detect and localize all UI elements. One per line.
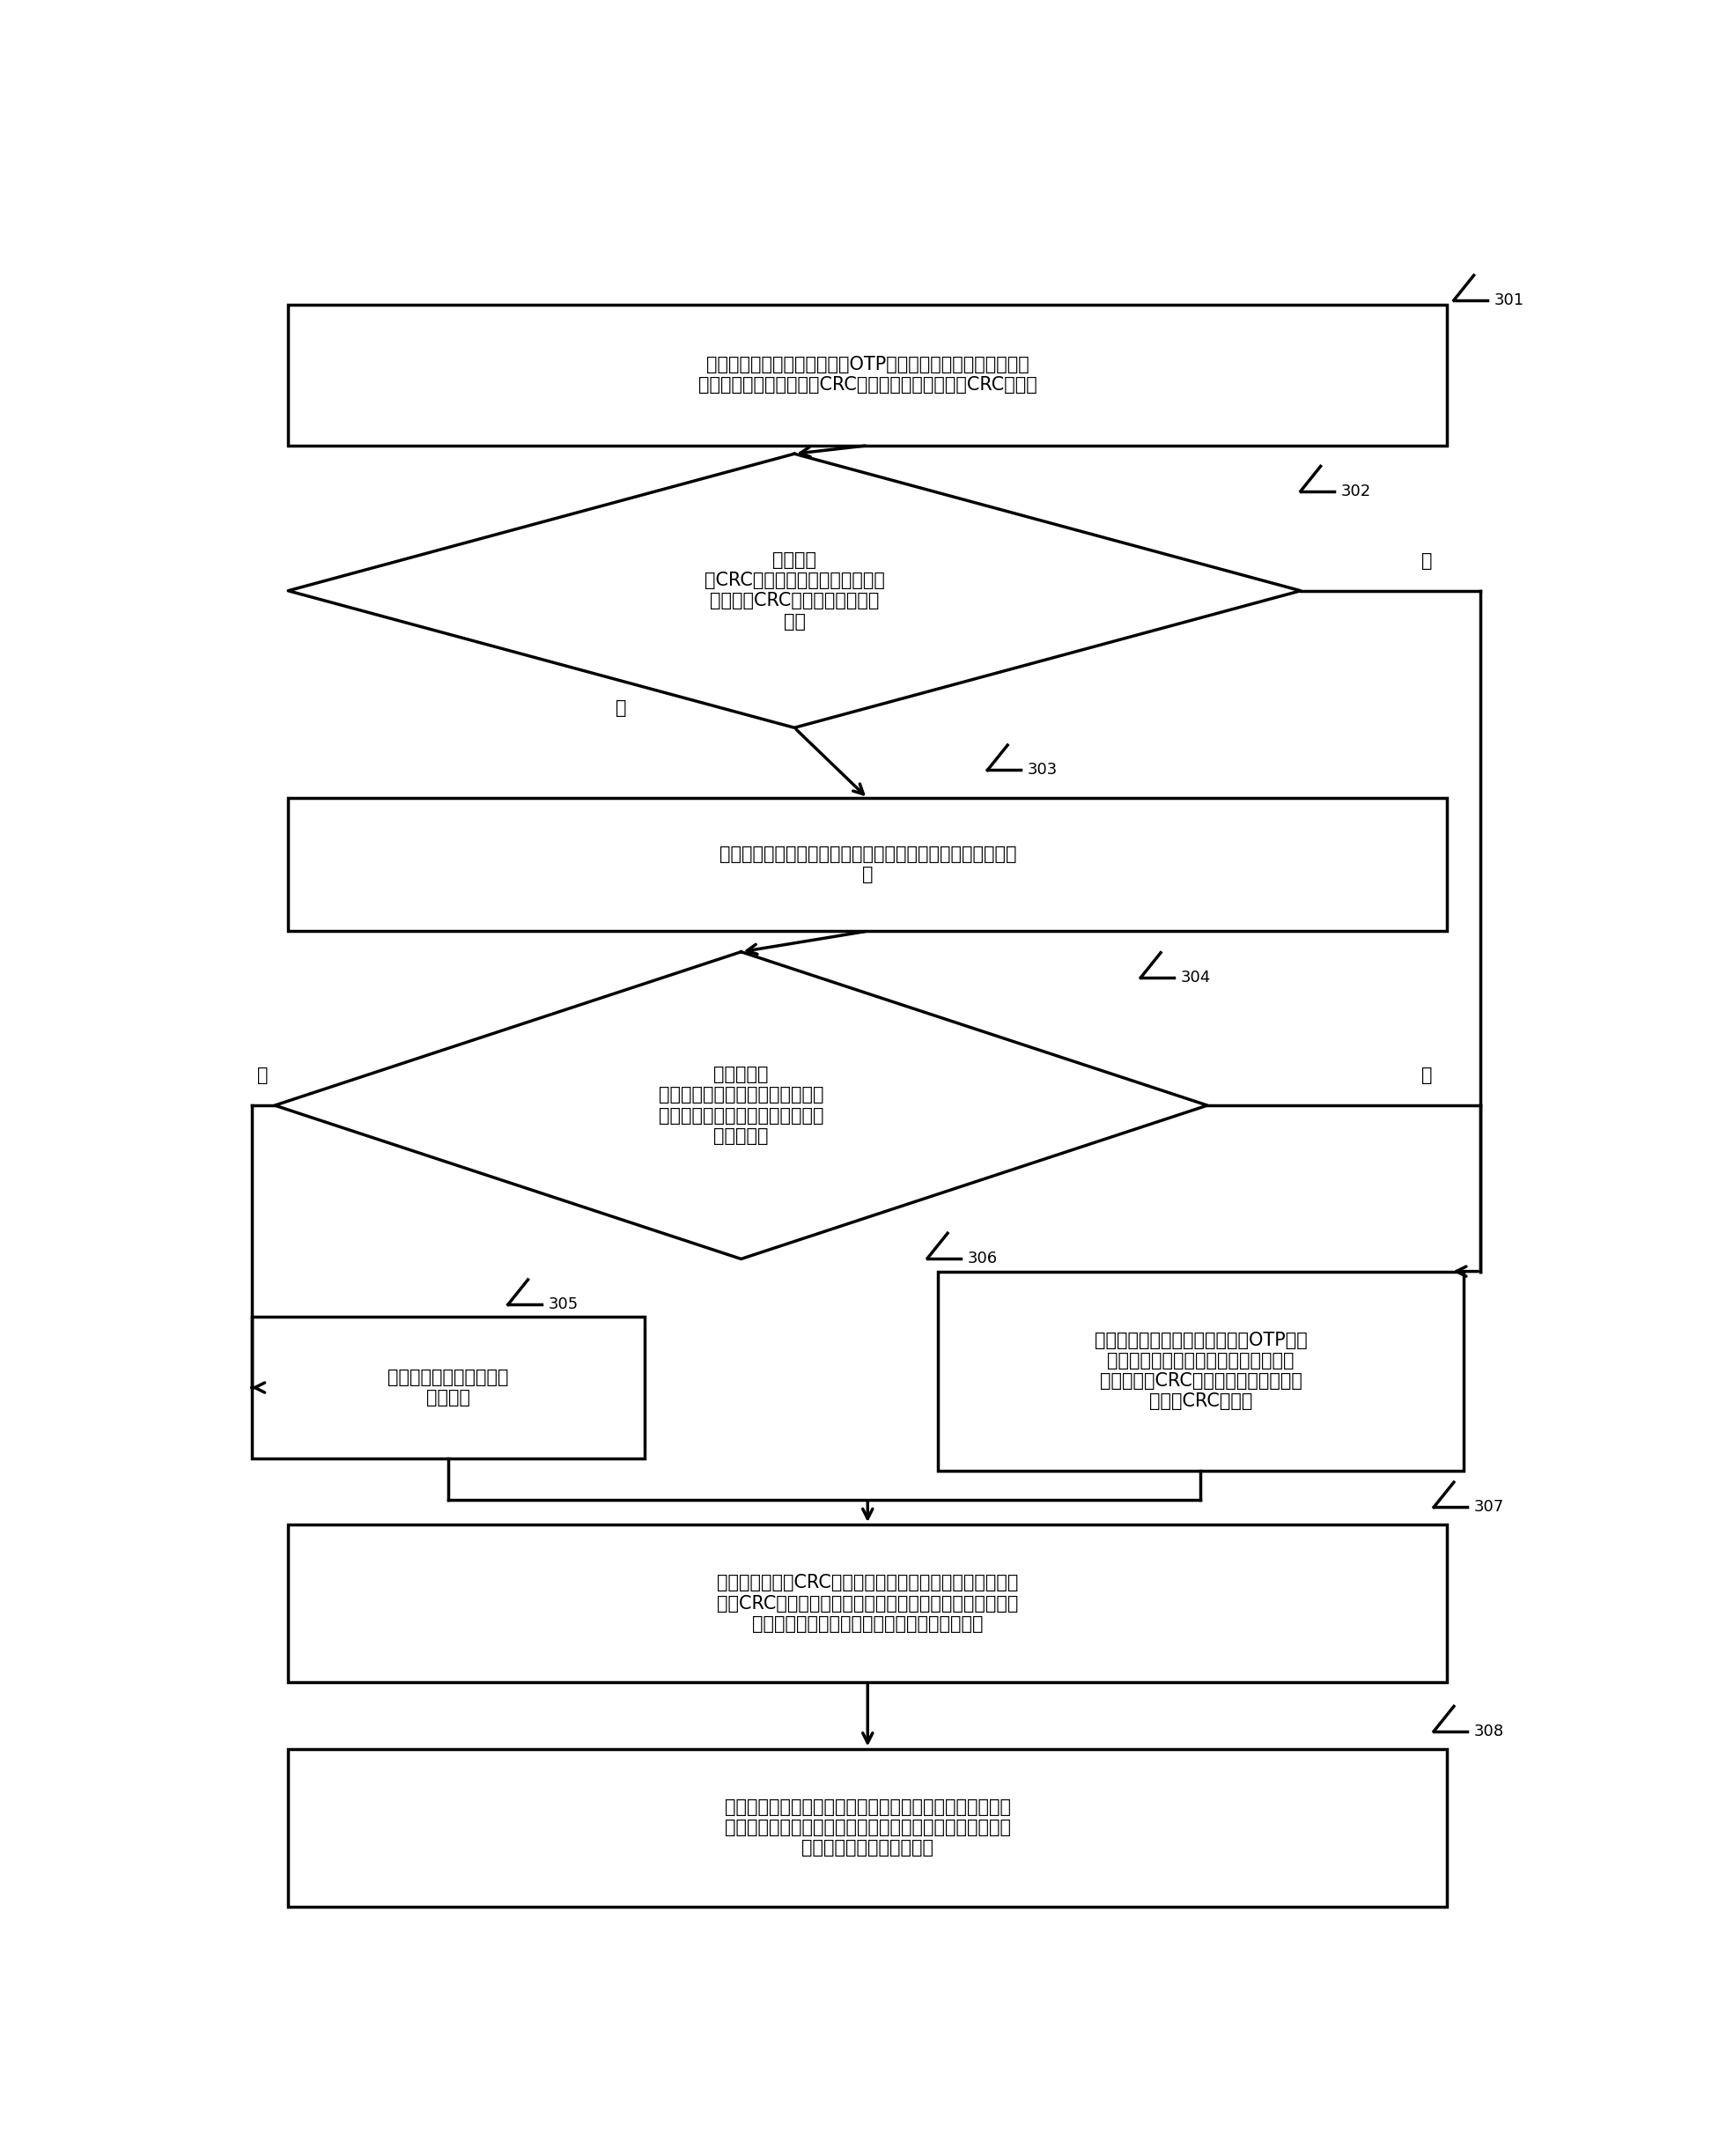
Text: 306: 306 [968,1250,997,1266]
Text: 304: 304 [1181,970,1210,985]
Text: 主配置表
的CRC校验值与主配置表中保存的
主配置表CRC校验的校验值是否
相同: 主配置表 的CRC校验值与主配置表中保存的 主配置表CRC校验的校验值是否 相同 [705,552,885,630]
Text: 302: 302 [1341,483,1370,498]
Text: 303: 303 [1028,761,1057,778]
Text: 是: 是 [258,1067,268,1084]
Text: 307: 307 [1473,1498,1504,1516]
Text: 当备份配置表的CRC校验值与备份配置表中保存的备份配置
表的CRC校验的校验值相同时，则对备份配置表进行异或移
位校验，获得所述备份配置表的异或移位校验值: 当备份配置表的CRC校验值与备份配置表中保存的备份配置 表的CRC校验的校验值相… [717,1574,1018,1632]
Text: 确定主配置表为校验正确
的配置表: 确定主配置表为校验正确 的配置表 [387,1369,509,1406]
FancyBboxPatch shape [289,304,1447,446]
Polygon shape [275,951,1207,1259]
FancyBboxPatch shape [289,1524,1447,1682]
Text: 是: 是 [615,699,627,716]
FancyBboxPatch shape [251,1317,645,1457]
Text: 对主配置表进行异或移位校验，获得主配置表的异或移位校验
值: 对主配置表进行异或移位校验，获得主配置表的异或移位校验 值 [719,845,1016,884]
Text: 当备份配置表的异或移位校验的校验值与备份配置表中保存
的备份配置表的异或移位校验的校验值相同时，则确定备份
配置表为校验正确的配置表: 当备份配置表的异或移位校验的校验值与备份配置表中保存 的备份配置表的异或移位校验… [725,1798,1011,1856]
Text: 308: 308 [1473,1723,1504,1740]
FancyBboxPatch shape [289,1749,1447,1906]
Text: 根据预置的备份配置表标记码在OTP存储
器中查找备份配置表，对备份配置表中
的数据进行CRC校验，获得所述备份配
置表的CRC校验值: 根据预置的备份配置表标记码在OTP存储 器中查找备份配置表，对备份配置表中 的数… [1095,1332,1306,1410]
Polygon shape [289,453,1301,729]
FancyBboxPatch shape [289,798,1447,931]
FancyBboxPatch shape [937,1272,1465,1470]
Text: 305: 305 [548,1296,578,1313]
Text: 否: 否 [1422,552,1432,569]
Text: 否: 否 [1422,1067,1432,1084]
Text: 301: 301 [1494,293,1523,308]
Text: 根据预置的主配置表标记码在OTP存储器中查找所述主配置表，
对主配置表中的数据进行CRC校验，获得主配置表的CRC校验值: 根据预置的主配置表标记码在OTP存储器中查找所述主配置表， 对主配置表中的数据进… [698,356,1037,395]
Text: 主配置表的
异或移位校验的校验值与主配置表
中保存的主配置表的异或移位校验
值是否相同: 主配置表的 异或移位校验的校验值与主配置表 中保存的主配置表的异或移位校验 值是… [658,1065,823,1145]
